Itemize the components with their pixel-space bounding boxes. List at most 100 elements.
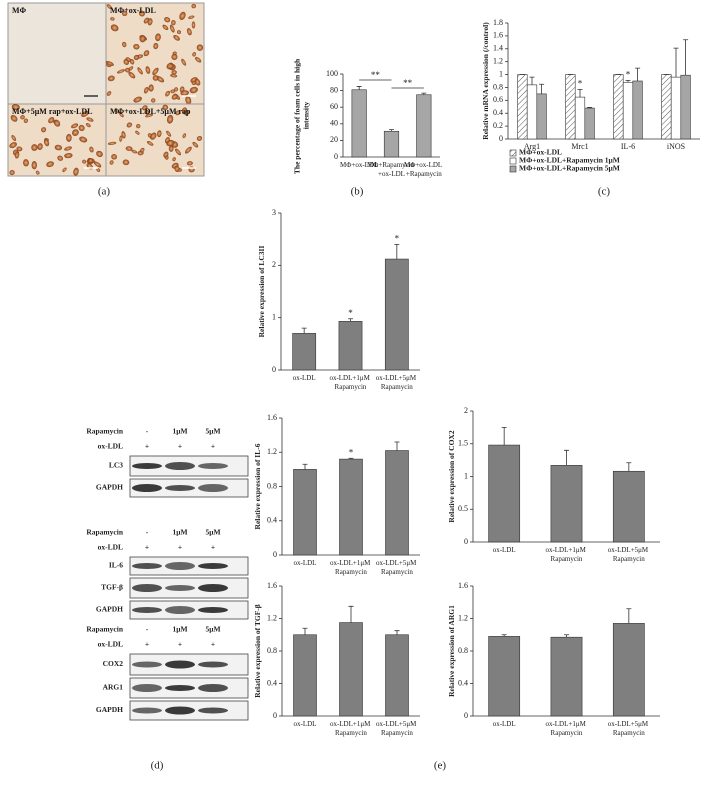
bar <box>526 84 538 140</box>
y-tick-label: 0 <box>464 711 468 720</box>
blot-band <box>198 661 228 668</box>
error-bar <box>635 67 641 81</box>
cell <box>196 44 204 51</box>
blot-band <box>132 607 162 613</box>
blot-lane-label: + <box>145 543 149 552</box>
bar <box>612 470 645 543</box>
cell <box>14 151 20 159</box>
cell <box>133 54 140 61</box>
blot-band-label: GAPDH <box>96 483 123 492</box>
cell <box>152 67 159 76</box>
cell <box>157 130 162 138</box>
cell <box>57 155 64 161</box>
bar <box>661 74 672 140</box>
cell <box>173 34 180 41</box>
blot-band <box>198 707 228 714</box>
blot-band-label: TGF-β <box>101 583 123 592</box>
cell <box>105 61 114 66</box>
blot-band <box>165 562 195 570</box>
y-tick-label: 0.8 <box>267 646 277 655</box>
x-tick-label: IL-6 <box>621 142 635 151</box>
cell <box>72 129 79 136</box>
bar <box>385 450 409 556</box>
blot-band <box>165 485 195 491</box>
cell <box>89 146 94 153</box>
blot-lane-label: 5μM <box>205 625 220 634</box>
cell <box>78 124 85 132</box>
cell <box>119 112 124 118</box>
blot-band-label: IL-6 <box>109 561 123 570</box>
error-bar <box>625 79 631 83</box>
y-tick-label: 1.6 <box>267 581 277 590</box>
cell <box>143 50 150 57</box>
cell <box>110 17 115 21</box>
error-bar <box>348 605 354 623</box>
cell <box>41 127 47 133</box>
cell <box>129 58 135 65</box>
cell <box>166 62 174 70</box>
y-tick-label: 0.8 <box>493 82 503 91</box>
y-axis-label: Relative expression of COX2 <box>447 430 456 522</box>
y-tick-label: 20 <box>330 135 338 144</box>
cell <box>148 84 154 92</box>
cell <box>109 160 114 165</box>
cell <box>172 157 176 162</box>
legend-label: MΦ+ox-LDL <box>519 148 562 157</box>
cell <box>11 104 20 111</box>
y-tick-label: 1.2 <box>267 447 277 456</box>
cell <box>170 73 178 78</box>
x-tick-label: ox-LDL <box>493 546 516 554</box>
bar <box>517 74 528 140</box>
error-bar <box>626 608 632 624</box>
cell <box>106 4 112 9</box>
panel-label: (c) <box>598 186 611 198</box>
y-tick-label: 2 <box>272 260 276 269</box>
blot-lane-label: - <box>146 427 149 436</box>
y-tick-label: 2 <box>464 406 468 415</box>
cell <box>185 96 192 105</box>
error-bar <box>501 634 507 637</box>
cell <box>164 17 171 23</box>
cell <box>79 136 88 143</box>
significance-mark: * <box>395 233 400 243</box>
cell <box>123 58 129 65</box>
y-tick-label: 60 <box>330 102 338 111</box>
y-tick-label: 0.4 <box>458 678 468 687</box>
x-tick-label: ox-LDL+5μM Rapamycin <box>608 546 650 563</box>
y-tick-label: 1.2 <box>458 613 468 622</box>
y-tick-label: 3 <box>272 208 276 217</box>
blot-lane-label: + <box>211 543 215 552</box>
cell <box>117 69 126 74</box>
cell <box>71 123 79 129</box>
cell <box>171 93 178 100</box>
cell <box>64 146 72 151</box>
y-tick-label: 40 <box>330 119 338 128</box>
bar <box>488 636 521 717</box>
y-tick-label: 0 <box>273 550 277 559</box>
error-bar <box>564 449 569 466</box>
error-bar <box>394 630 400 635</box>
bar <box>351 89 367 158</box>
significance-mark: * <box>626 69 631 79</box>
blot-band <box>165 706 195 715</box>
cell <box>150 98 156 103</box>
cell <box>179 11 186 20</box>
cell <box>37 143 43 151</box>
cell <box>133 96 142 103</box>
cell <box>196 135 203 141</box>
error-bar <box>587 107 593 109</box>
cell <box>96 168 101 172</box>
x-tick-label: ox-LDL+1μM Rapamycin <box>330 559 372 576</box>
y-axis-label: The percentage of foam cells in high int… <box>292 57 310 174</box>
cell <box>191 21 196 29</box>
cell <box>191 3 197 9</box>
cell <box>166 139 175 147</box>
blot-band <box>132 661 162 668</box>
cell <box>46 161 54 168</box>
blot-band <box>132 584 162 592</box>
panel-label: (d) <box>151 760 164 772</box>
bar <box>383 130 400 158</box>
comparison-label: ** <box>371 70 381 80</box>
